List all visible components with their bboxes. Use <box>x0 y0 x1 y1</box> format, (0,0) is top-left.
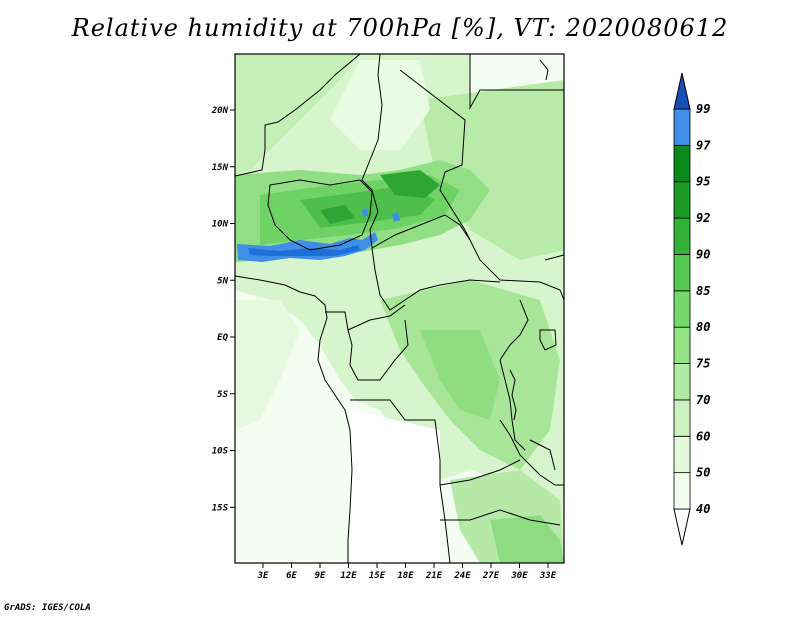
colorbar-segment <box>673 290 691 328</box>
colorbar-label: 92 <box>696 211 710 225</box>
lat-tick-label: 5S <box>217 390 228 400</box>
boundary-lines <box>235 54 564 563</box>
lat-tick-label: 15N <box>212 163 229 173</box>
colorbar-top-arrow <box>673 72 691 110</box>
lat-tick-label: 10N <box>212 220 229 230</box>
lon-tick-label: 21E <box>425 571 443 581</box>
lon-tick-label: 12E <box>340 571 357 581</box>
lat-tick-label: EQ <box>217 333 228 343</box>
colorbar-label: 40 <box>696 502 710 516</box>
lon-tick-label: 27E <box>482 571 500 581</box>
colorbar-segment <box>673 181 691 219</box>
lon-tick-label: 18E <box>397 571 414 581</box>
colorbar-segment <box>673 363 691 401</box>
colorbar-label: 99 <box>696 102 710 116</box>
lat-tick-label: 5N <box>217 276 228 286</box>
colorbar-label: 50 <box>696 466 710 480</box>
colorbar-label: 90 <box>696 247 710 261</box>
colorbar-label: 70 <box>696 393 710 407</box>
colorbar: 40 50 60 70 75 80 85 90 92 95 97 99 <box>673 72 711 546</box>
longitude-axis: 3E 6E 9E 12E 15E 18E 21E 24E 27E 30E 33E <box>257 563 557 581</box>
colorbar-segment <box>673 326 691 364</box>
colorbar-segment <box>673 435 691 474</box>
lon-tick-label: 30E <box>510 571 528 581</box>
map-title: Relative humidity at 700hPa [%], VT: 202… <box>71 14 729 42</box>
latitude-axis: 20N 15N 10N 5N EQ 5S 10S 15S <box>211 106 235 513</box>
lon-tick-label: 24E <box>453 571 471 581</box>
colorbar-segment <box>673 217 691 255</box>
lat-tick-label: 20N <box>211 106 229 116</box>
lon-tick-label: 6E <box>286 571 297 581</box>
colorbar-label: 95 <box>696 175 710 189</box>
lat-tick-label: 10S <box>212 447 229 457</box>
colorbar-segment <box>673 472 691 510</box>
lon-tick-label: 33E <box>539 571 557 581</box>
colorbar-segment <box>673 144 691 183</box>
grads-credit: GrADS: IGES/COLA <box>4 603 91 613</box>
colorbar-label: 97 <box>696 138 711 152</box>
lon-tick-label: 9E <box>315 571 326 581</box>
lat-tick-label: 15S <box>212 503 229 513</box>
colorbar-segment <box>673 399 691 437</box>
lon-tick-label: 15E <box>369 571 386 581</box>
colorbar-label: 85 <box>696 284 710 298</box>
map-frame <box>234 53 565 564</box>
colorbar-bottom-arrow <box>673 508 691 546</box>
colorbar-label: 80 <box>696 320 710 334</box>
colorbar-label: 75 <box>696 357 710 371</box>
colorbar-segment <box>673 108 691 146</box>
colorbar-label: 60 <box>696 429 710 443</box>
colorbar-segment <box>673 254 691 292</box>
lon-tick-label: 3E <box>257 571 269 581</box>
